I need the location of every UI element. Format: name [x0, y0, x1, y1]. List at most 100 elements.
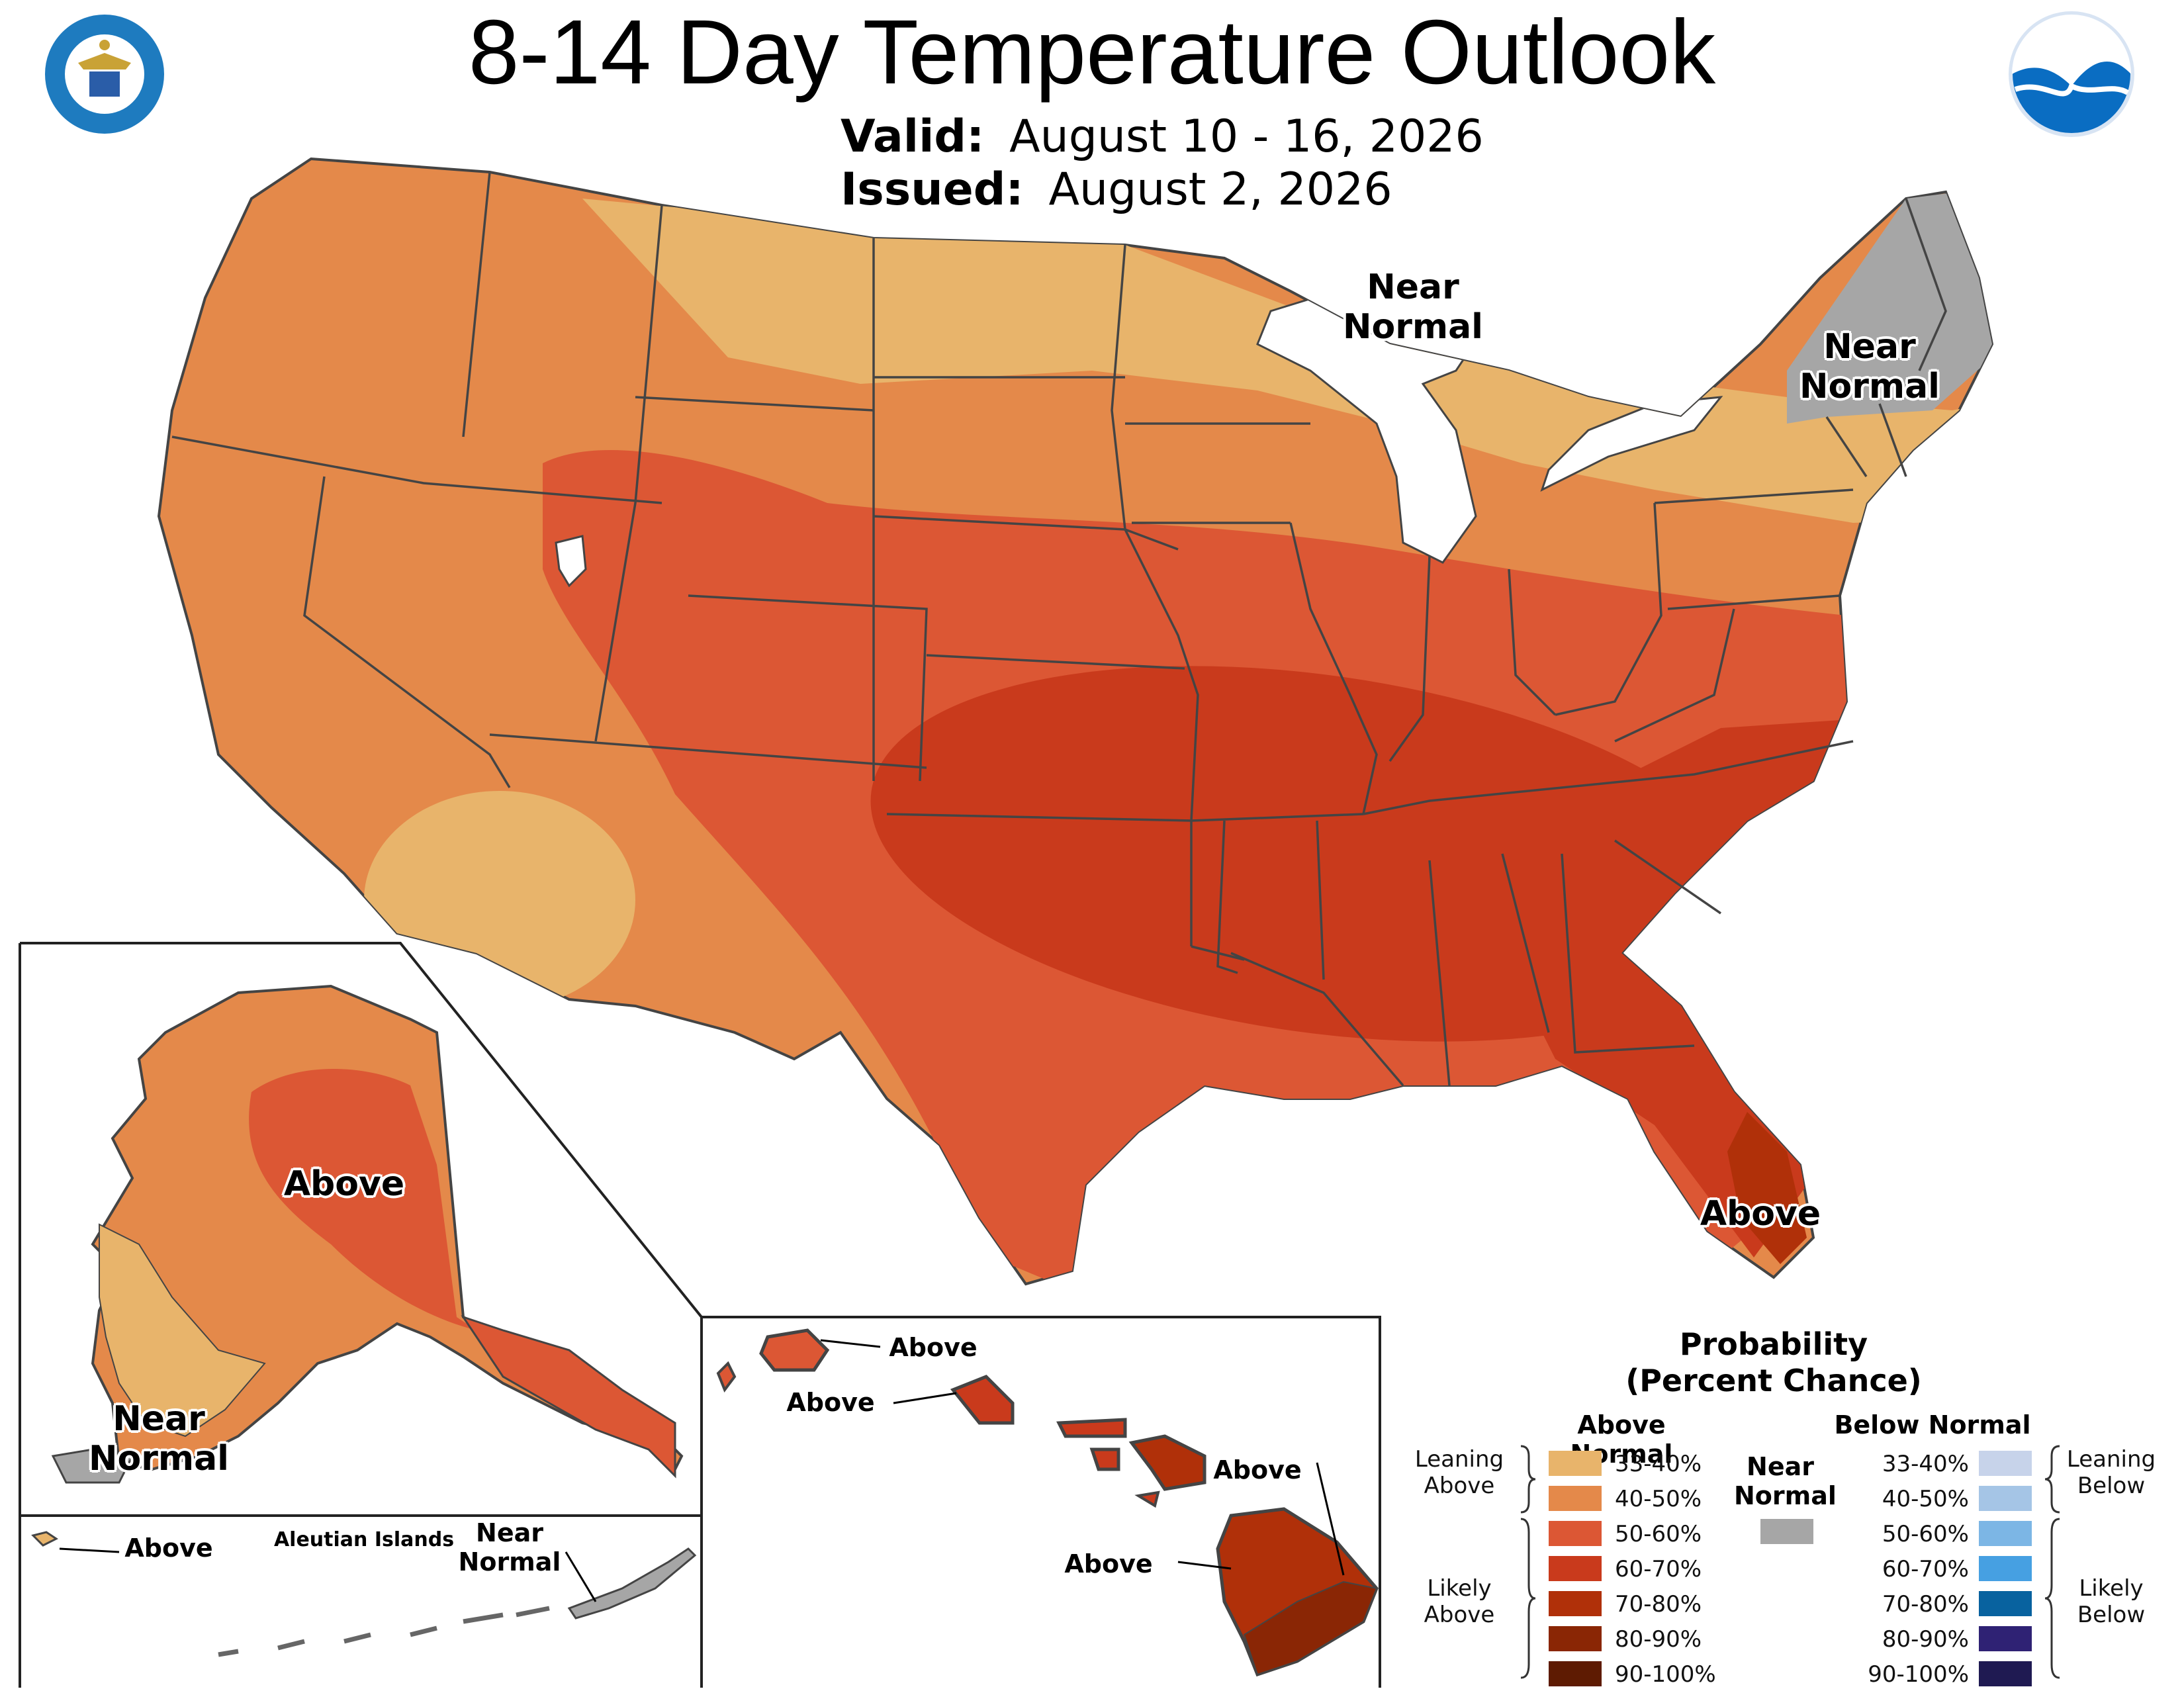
alaska-50-60: [249, 1069, 477, 1330]
legend-below-row: 33-40%: [1860, 1449, 2032, 1479]
zone-new-england-near: [1787, 192, 1992, 424]
hawaii-pointer-kauai: [820, 1339, 881, 1348]
legend-below-label: 40-50%: [1882, 1486, 1969, 1512]
hawaii-pointer-oahu: [893, 1392, 957, 1404]
legend-above-label: 33-40%: [1615, 1451, 1702, 1477]
legend-below-label: 70-80%: [1882, 1591, 1969, 1618]
alaska-panhandle: [461, 1315, 676, 1479]
maui: [1128, 1434, 1206, 1491]
legend-leaning-above: Leaning Above: [1414, 1446, 1504, 1499]
conus-zones: [157, 157, 1994, 1286]
legend-below-swatch: [1979, 1591, 2032, 1616]
legend-below-swatch: [1979, 1556, 2032, 1581]
aleutian-west: [31, 1531, 58, 1547]
hawaii-pointer-maui: [1316, 1462, 1345, 1576]
legend-above-label: 60-70%: [1615, 1556, 1702, 1582]
hawaii-label-oahu: Above: [786, 1388, 875, 1417]
aleutian-title: Aleutian Islands: [273, 1528, 455, 1551]
legend-below-row: 60-70%: [1860, 1555, 2032, 1584]
valid-label: Valid:: [841, 111, 985, 163]
noaa-logo: [2009, 11, 2134, 137]
legend-above-label: 40-50%: [1615, 1486, 1702, 1512]
legend-below-label: 80-90%: [1882, 1626, 1969, 1653]
great-salt-lake: [555, 535, 587, 588]
legend-above-row: 40-50%: [1549, 1485, 1721, 1514]
alaska-southwest-33-40: [99, 1223, 266, 1438]
aleutian-label-east: Near Normal: [458, 1518, 561, 1577]
hawaii-inset: [700, 1316, 1381, 1688]
aleutian-pointer-west: [59, 1547, 120, 1553]
label-florida: Above: [1700, 1194, 1821, 1234]
legend-above-row: 70-80%: [1549, 1590, 1721, 1619]
oahu: [950, 1375, 1015, 1425]
aleutian-chain: [218, 1606, 550, 1657]
legend-above-label: 90-100%: [1615, 1661, 1716, 1688]
commerce-seal: [42, 12, 167, 136]
big-island-80-90: [1243, 1580, 1378, 1676]
legend-near-swatch: [1760, 1519, 1813, 1544]
legend-above-swatch: [1549, 1556, 1602, 1581]
hawaii-label-kauai: Above: [889, 1333, 978, 1362]
legend-near-header: Near Normal: [1734, 1452, 1837, 1510]
legend-above-row: 50-60%: [1549, 1520, 1721, 1549]
legend-below-swatch: [1979, 1626, 2032, 1651]
legend-below-row: 50-60%: [1860, 1520, 2032, 1549]
issued-line: Issued: August 2, 2026: [841, 167, 1392, 212]
alaska-peninsula-near: [51, 1448, 134, 1484]
legend-above-label: 80-90%: [1615, 1626, 1702, 1653]
legend: Probability (Percent Chance) Above Norma…: [1403, 1320, 2177, 1691]
zone-southwest-33-40: [364, 791, 635, 1009]
legend-above-label: 50-60%: [1615, 1521, 1702, 1547]
kauai: [759, 1328, 830, 1372]
state-lines: [171, 171, 1947, 1087]
legend-above-row: 80-90%: [1549, 1625, 1721, 1654]
niihau: [716, 1361, 737, 1393]
legend-below-header: Below Normal: [1834, 1410, 2031, 1440]
issued-label: Issued:: [841, 163, 1024, 216]
legend-above-swatch: [1549, 1626, 1602, 1651]
hawaii-label-maui: Above: [1213, 1455, 1302, 1485]
legend-below-swatch: [1979, 1486, 2032, 1511]
molokai: [1056, 1418, 1127, 1438]
legend-below-label: 60-70%: [1882, 1556, 1969, 1582]
valid-line: Valid: August 10 - 16, 2026: [841, 114, 1484, 160]
hawaii-label-big-island: Above: [1064, 1549, 1153, 1578]
legend-below-swatch: [1979, 1661, 2032, 1686]
label-new-england: Near Normal: [1799, 327, 1940, 406]
legend-below-label: 33-40%: [1882, 1451, 1969, 1477]
legend-braces: [1520, 1445, 2060, 1679]
valid-value: August 10 - 16, 2026: [1009, 111, 1484, 163]
legend-above-swatch: [1549, 1521, 1602, 1546]
legend-title-2: (Percent Chance): [1625, 1363, 1922, 1398]
hawaii-pointer-big: [1177, 1561, 1232, 1570]
aleutian-label-west: Above: [124, 1533, 213, 1563]
legend-above-swatch: [1549, 1591, 1602, 1616]
legend-below-swatch: [1979, 1451, 2032, 1476]
legend-below-row: 90-100%: [1860, 1660, 2032, 1689]
legend-above-swatch: [1549, 1661, 1602, 1686]
issued-value: August 2, 2026: [1048, 163, 1392, 216]
legend-below-row: 80-90%: [1860, 1625, 2032, 1654]
legend-above-row: 90-100%: [1549, 1660, 1721, 1689]
lanai: [1089, 1447, 1120, 1471]
page-title: 8-14 Day Temperature Outlook: [468, 1, 1716, 103]
legend-above-label: 70-80%: [1615, 1591, 1702, 1618]
legend-above-row: 60-70%: [1549, 1555, 1721, 1584]
legend-above-row: 33-40%: [1549, 1449, 1721, 1479]
label-great-lakes: Near Normal: [1343, 267, 1483, 347]
legend-title-1: Probability: [1679, 1326, 1868, 1362]
label-alaska-main: Above: [283, 1164, 405, 1204]
aleutian-pointer-east: [565, 1551, 597, 1602]
zone-florida-70-80: [1727, 1112, 1807, 1264]
aleutian-east: [567, 1547, 697, 1620]
alaska-inset: [19, 942, 703, 1688]
legend-below-row: 70-80%: [1860, 1590, 2032, 1619]
legend-likely-below: Likely Below: [2077, 1575, 2146, 1628]
kahoolawe: [1134, 1490, 1160, 1508]
legend-below-label: 50-60%: [1882, 1521, 1969, 1547]
legend-below-label: 90-100%: [1868, 1661, 1969, 1688]
legend-likely-above: Likely Above: [1424, 1575, 1495, 1628]
label-alaska-sw: Near Normal: [89, 1399, 229, 1479]
legend-above-swatch: [1549, 1451, 1602, 1476]
